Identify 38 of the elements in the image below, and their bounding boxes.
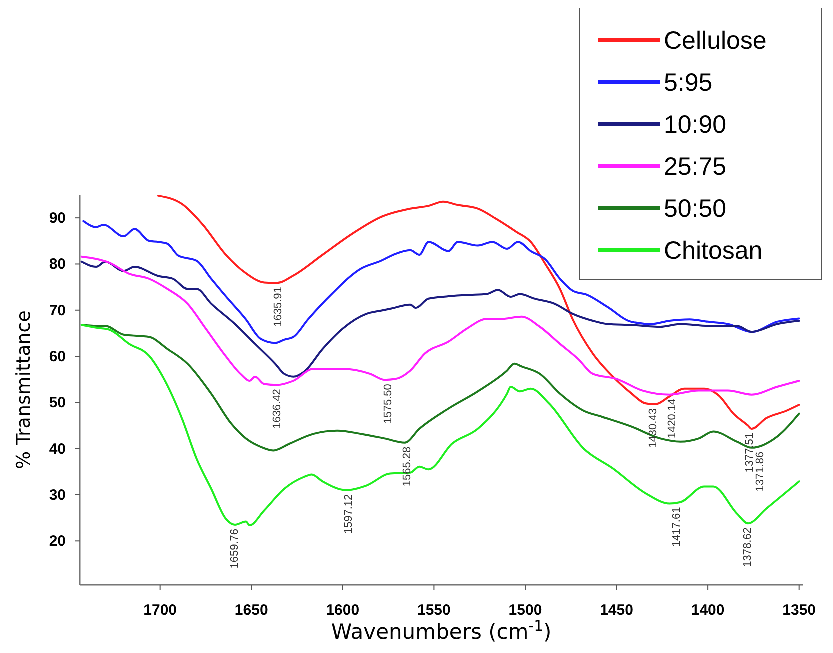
y-tick-label: 80 bbox=[49, 256, 66, 274]
y-tick-label: 40 bbox=[49, 440, 66, 458]
y-tick-label: 60 bbox=[49, 348, 66, 366]
y-tick-label: 90 bbox=[49, 210, 66, 228]
annotation: 1635.91 bbox=[272, 287, 284, 327]
legend-label: Cellulose bbox=[664, 27, 767, 55]
annotation: 1420.14 bbox=[666, 398, 678, 439]
x-tick-label: 1650 bbox=[234, 602, 268, 619]
x-tick-label: 1700 bbox=[144, 602, 178, 619]
legend-label: 25:75 bbox=[664, 153, 727, 181]
annotation: 1417.61 bbox=[670, 507, 683, 548]
x-axis-title: Wavenumbers (cm$^{-1}$) bbox=[331, 618, 552, 644]
y-tick-label: 70 bbox=[49, 302, 66, 320]
annotation: 1378.62 bbox=[742, 528, 754, 568]
legend-label: 5:95 bbox=[664, 69, 713, 97]
line-series bbox=[82, 220, 800, 344]
legend-label: Chitosan bbox=[664, 237, 763, 265]
annotation: 1597.12 bbox=[343, 494, 356, 534]
legend-label: 50:50 bbox=[664, 195, 727, 223]
x-tick-label: 1400 bbox=[691, 602, 725, 619]
y-axis-title: % Transmittance bbox=[13, 310, 35, 470]
legend-label: 10:90 bbox=[664, 111, 727, 139]
x-tick-label: 1550 bbox=[418, 602, 451, 619]
x-tick-label: 1450 bbox=[600, 602, 634, 619]
annotation: 1565.28 bbox=[401, 446, 414, 487]
x-tick-label: 1350 bbox=[782, 602, 816, 619]
annotation: 1371.86 bbox=[754, 452, 766, 492]
line-series bbox=[80, 260, 800, 378]
y-tick-label: 50 bbox=[49, 394, 66, 412]
annotation: 1659.76 bbox=[228, 529, 241, 569]
annotation: 1575.50 bbox=[382, 384, 395, 424]
x-tick-label: 1600 bbox=[326, 602, 360, 619]
x-tick-label: 1500 bbox=[508, 602, 542, 619]
annotation: 1430.43 bbox=[648, 408, 660, 448]
y-tick-label: 30 bbox=[49, 487, 66, 504]
y-tick-label: 20 bbox=[49, 533, 66, 550]
annotation: 1377.51 bbox=[744, 433, 756, 473]
annotation: 1636.42 bbox=[271, 389, 284, 429]
